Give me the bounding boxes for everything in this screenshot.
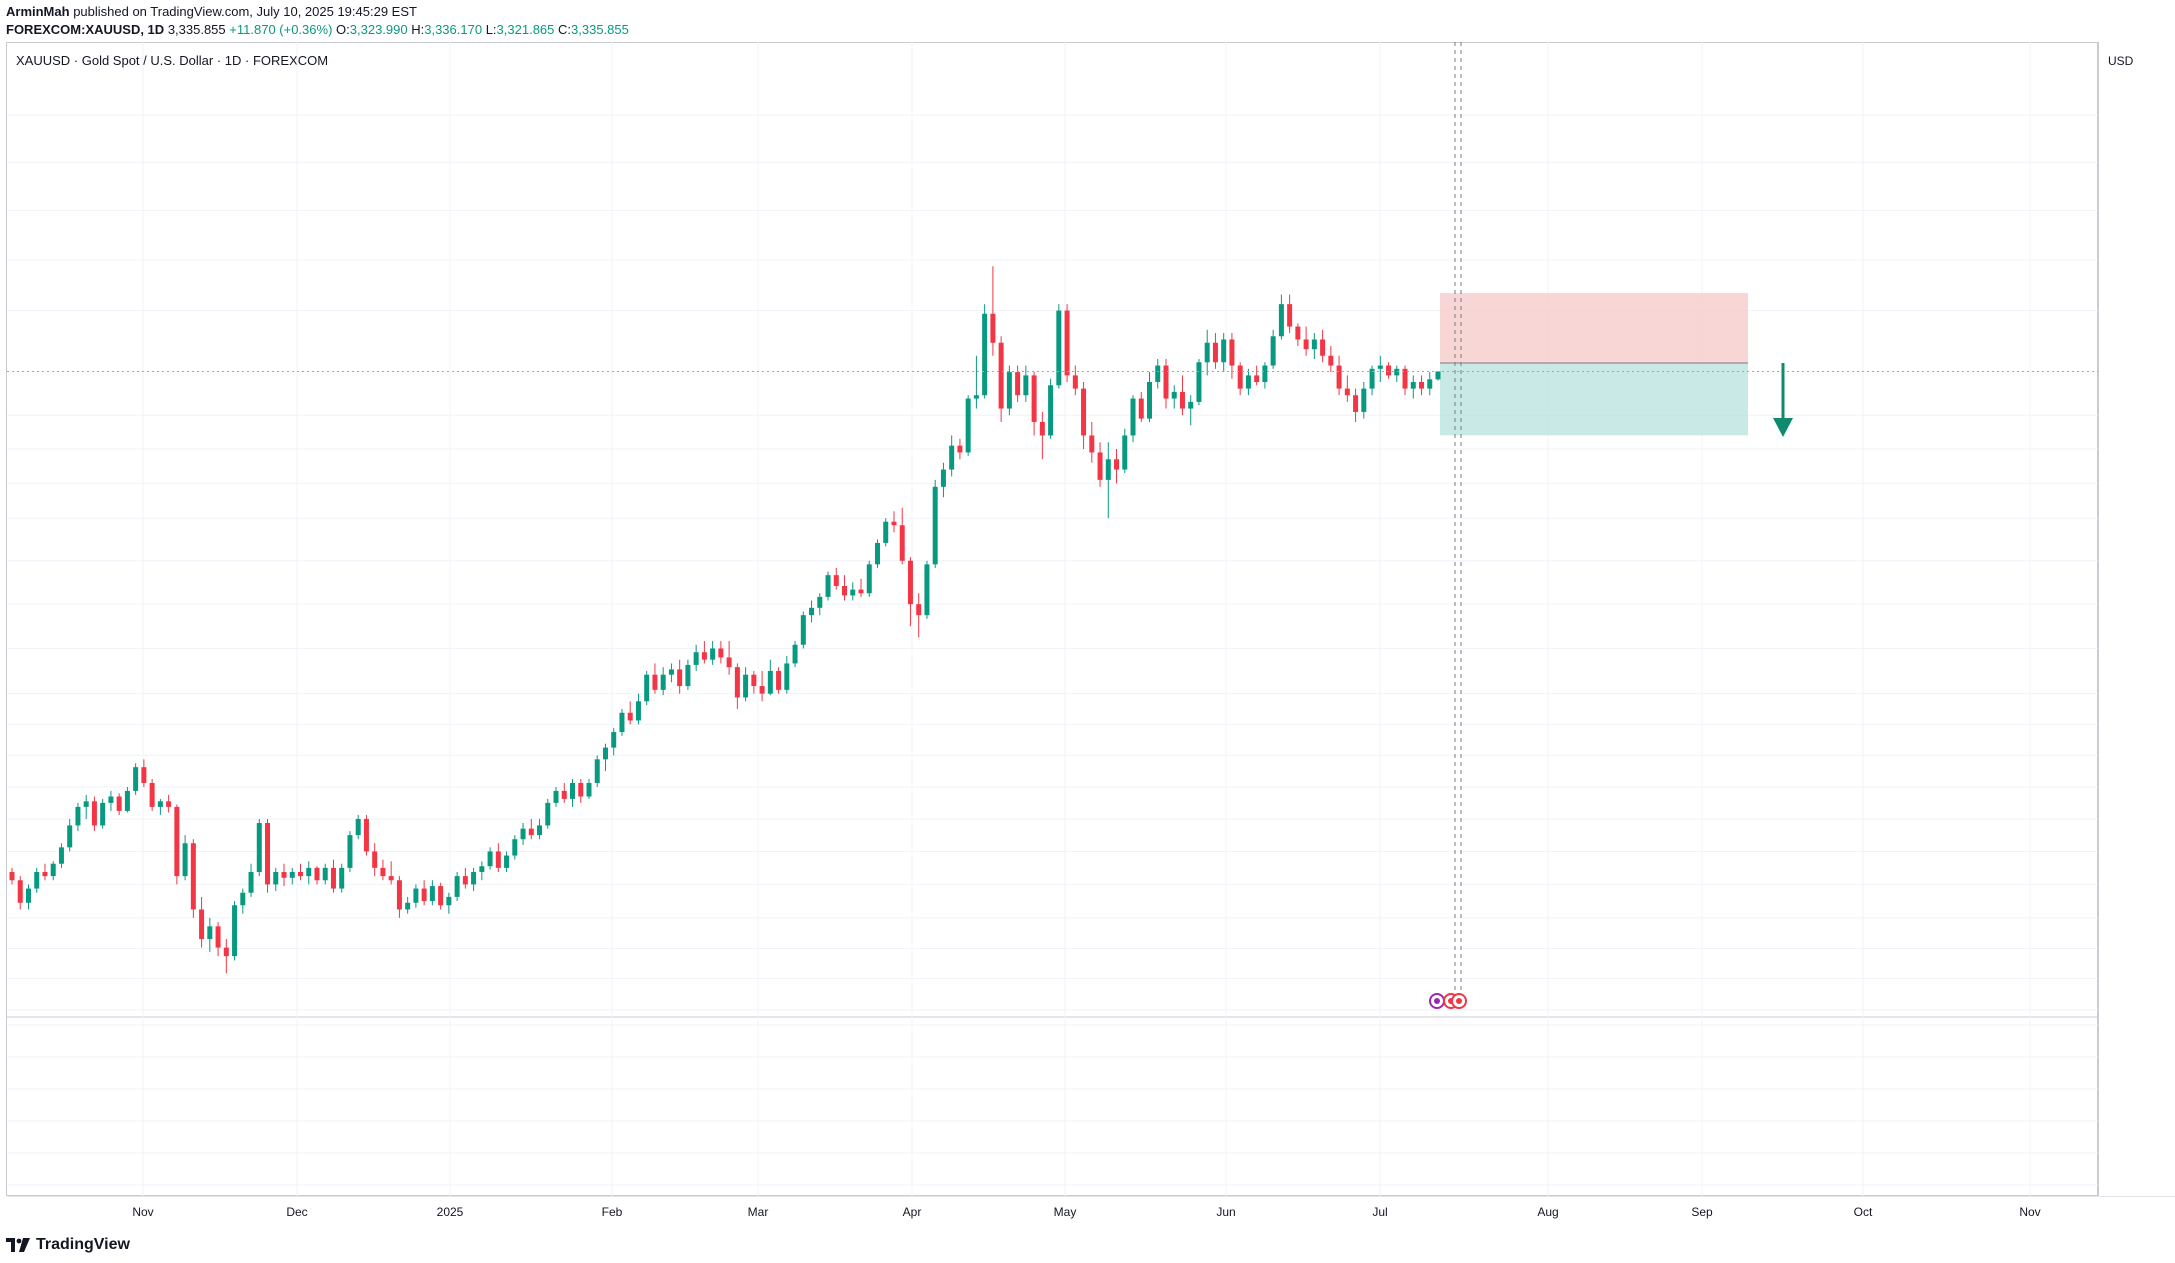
close-value: 3,335.855 — [571, 22, 629, 37]
time-tick-label: Aug — [1537, 1205, 1558, 1219]
low-label: L: — [485, 22, 497, 37]
time-tick-label: Sep — [1691, 1205, 1713, 1219]
chart-title: XAUUSD · Gold Spot / U.S. Dollar · 1D · … — [16, 53, 329, 68]
time-tick-label: Mar — [748, 1205, 769, 1219]
open-value: 3,323.990 — [349, 22, 408, 37]
time-tick-label: Feb — [602, 1205, 623, 1219]
time-tick-label: Jul — [1372, 1205, 1387, 1219]
time-tick-label: May — [1054, 1205, 1077, 1219]
publish-info: ArminMah published on TradingView.com, J… — [6, 4, 417, 19]
price-axis[interactable] — [2098, 42, 2175, 1196]
time-tick-label: 2025 — [437, 1205, 464, 1219]
ohlc-line: FOREXCOM:XAUUSD, 1D 3,335.855 +11.870 (+… — [6, 22, 629, 37]
low-value: 3,321.865 — [496, 22, 555, 37]
price-change: +11.870 (+0.36%) — [229, 22, 333, 37]
publish-header: ArminMah published on TradingView.com, J… — [0, 0, 2175, 42]
tradingview-logo-icon — [6, 1238, 30, 1252]
time-tick-label: Oct — [1854, 1205, 1873, 1219]
open-label: O: — [336, 22, 350, 37]
last-price: 3,335.855 — [167, 22, 226, 37]
time-tick-label: Apr — [903, 1205, 922, 1219]
tradingview-logo[interactable]: TradingView — [6, 1236, 130, 1254]
chart-frame[interactable] — [6, 42, 2098, 1196]
high-label: H: — [411, 22, 425, 37]
time-tick-label: Nov — [132, 1205, 153, 1219]
time-tick-label: Jun — [1216, 1205, 1235, 1219]
symbol-line: FOREXCOM:XAUUSD, 1D — [6, 22, 165, 37]
time-axis-labels: Nov Dec 2025 Feb Mar Apr May Jun Jul Aug Sep Oct Nov — [132, 1205, 2040, 1219]
time-tick-label: Nov — [2019, 1205, 2040, 1219]
time-tick-label: Dec — [286, 1205, 307, 1219]
brand-name: TradingView — [36, 1236, 130, 1253]
author-name[interactable]: ArminMah — [6, 4, 70, 19]
high-value: 3,336.170 — [424, 22, 483, 37]
close-label: C: — [558, 22, 572, 37]
published-text: published on TradingView.com, July 10, 2… — [73, 4, 417, 19]
currency-label[interactable]: USD — [2108, 54, 2134, 68]
